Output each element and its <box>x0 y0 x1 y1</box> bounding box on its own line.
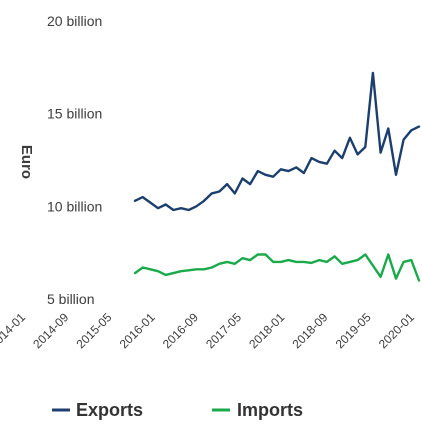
x-tick-label: 2014-01 <box>0 310 28 351</box>
series-line-exports <box>133 71 421 212</box>
y-tick-label: 5 billion <box>47 291 94 307</box>
x-tick-label: 2016-01 <box>117 310 158 351</box>
x-tick-label: 2014-09 <box>30 310 71 351</box>
x-tick-label: 2016-09 <box>160 310 201 351</box>
y-tick-label: 20 billion <box>47 13 102 29</box>
series-line-imports <box>133 253 421 282</box>
y-tick-label: 15 billion <box>47 106 102 122</box>
x-axis: 2014-01 2014-09 2015-05 2016-01 2016-09 2017-… <box>0 310 417 351</box>
legend: Exports Imports <box>52 400 303 420</box>
x-tick-label: 2015-05 <box>73 310 114 351</box>
x-tick-label: 2019-05 <box>333 310 374 351</box>
x-tick-label: 2020-01 <box>376 310 417 351</box>
x-tick-label: 2017-05 <box>203 310 244 351</box>
y-axis: 5 billion 10 billion 15 billion 20 billion E… <box>18 13 102 307</box>
legend-label-imports: Imports <box>237 400 303 420</box>
y-axis-label: Euro <box>18 145 35 179</box>
series-lines <box>133 71 421 282</box>
y-tick-label: 10 billion <box>47 198 102 214</box>
x-tick-label: 2018-01 <box>246 310 287 351</box>
x-tick-label: 2018-09 <box>289 310 330 351</box>
legend-label-exports: Exports <box>76 400 143 420</box>
